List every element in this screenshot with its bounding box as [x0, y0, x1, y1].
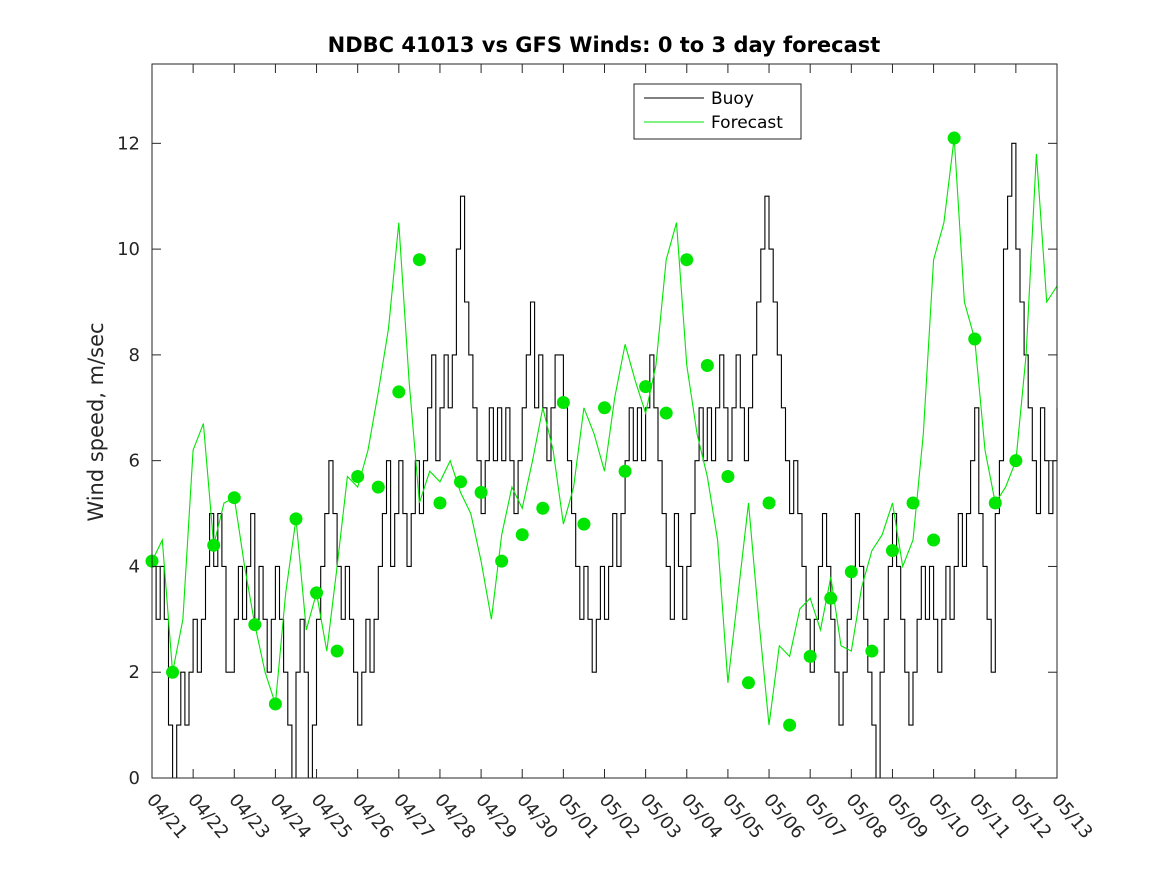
forecast-point: [577, 517, 591, 531]
forecast-point: [741, 676, 755, 690]
forecast-point: [988, 496, 1002, 510]
x-tick-label: 04/23: [224, 790, 273, 843]
x-tick-label: 05/13: [1047, 790, 1096, 843]
forecast-point: [1009, 454, 1023, 468]
forecast-point: [310, 586, 324, 600]
forecast-point: [618, 464, 632, 478]
plot-area: [145, 131, 1058, 779]
x-tick-label: 05/11: [965, 790, 1014, 843]
x-tick-label: 04/28: [430, 790, 479, 843]
forecast-point: [166, 665, 180, 679]
forecast-point: [454, 475, 468, 489]
forecast-point: [824, 591, 838, 605]
forecast-point: [947, 131, 961, 145]
x-tick-label: 04/21: [142, 790, 191, 843]
x-tick-label: 04/29: [471, 790, 520, 843]
forecast-point: [700, 358, 714, 372]
y-tick-label: 10: [117, 239, 140, 260]
x-tick-label: 05/09: [883, 790, 932, 843]
x-tick-label: 04/27: [389, 790, 438, 843]
forecast-point: [783, 718, 797, 732]
forecast-point: [433, 496, 447, 510]
y-tick-label: 8: [129, 345, 140, 366]
forecast-point: [351, 470, 365, 484]
x-tick-label: 05/03: [636, 790, 685, 843]
forecast-point: [721, 470, 735, 484]
forecast-point: [227, 491, 241, 505]
forecast-point: [289, 512, 303, 526]
forecast-point: [474, 485, 488, 499]
legend-box: [633, 83, 802, 140]
forecast-point: [268, 697, 282, 711]
chart-title: NDBC 41013 vs GFS Winds: 0 to 3 day fore…: [328, 33, 881, 57]
forecast-point: [598, 401, 611, 415]
forecast-point: [412, 253, 426, 267]
forecast-point: [371, 480, 385, 494]
x-tick-label: 05/07: [800, 790, 849, 843]
y-tick-label: 0: [129, 768, 140, 789]
y-tick-label: 6: [129, 451, 140, 472]
x-tick-label: 04/22: [183, 790, 232, 843]
plot-frame: [151, 63, 1058, 779]
x-tick-label: 04/25: [307, 790, 356, 843]
x-tick-label: 05/12: [1006, 790, 1055, 843]
forecast-point: [495, 554, 509, 568]
forecast-point: [762, 496, 776, 510]
forecast-point: [248, 618, 262, 632]
forecast-point: [885, 544, 899, 558]
forecast-point: [207, 538, 221, 552]
x-tick-label: 05/02: [595, 790, 644, 843]
y-axis: 0 2 4 6 8 10 12: [117, 133, 1057, 789]
legend-label-buoy: Buoy: [711, 89, 754, 109]
x-tick-label: 05/10: [924, 790, 973, 843]
forecast-point: [927, 533, 941, 547]
forecast-point: [803, 649, 817, 663]
legend: Buoy Forecast: [633, 83, 802, 140]
x-tick-label: 04/26: [348, 790, 397, 843]
forecast-point: [968, 332, 982, 346]
y-tick-label: 4: [129, 556, 140, 577]
legend-label-forecast: Forecast: [711, 113, 783, 133]
x-tick-label: 05/06: [759, 790, 808, 843]
y-tick-label: 2: [129, 662, 140, 683]
y-axis-label: Wind speed, m/sec: [84, 322, 108, 521]
forecast-point: [844, 565, 858, 579]
forecast-point: [392, 385, 406, 399]
forecast-point: [865, 644, 879, 658]
x-tick-label: 05/01: [554, 790, 603, 843]
forecast-point: [659, 406, 673, 420]
x-tick-label: 04/30: [512, 790, 561, 843]
forecast-point: [680, 253, 694, 267]
series-line-buoy: [152, 142, 1058, 779]
x-tick-label: 04/24: [266, 790, 315, 843]
forecast-point: [515, 528, 529, 542]
forecast-point: [639, 380, 653, 394]
forecast-point: [556, 395, 570, 409]
series-line-forecast: [151, 137, 1058, 726]
x-tick-label: 05/08: [841, 790, 890, 843]
forecast-point: [906, 496, 920, 510]
y-tick-label: 12: [117, 133, 140, 154]
x-axis: 04/2104/2204/2304/2404/2504/2604/2704/28…: [142, 64, 1097, 843]
forecast-point: [330, 644, 344, 658]
x-tick-label: 05/05: [718, 790, 767, 843]
x-tick-label: 05/04: [677, 790, 726, 843]
forecast-point: [536, 501, 550, 515]
